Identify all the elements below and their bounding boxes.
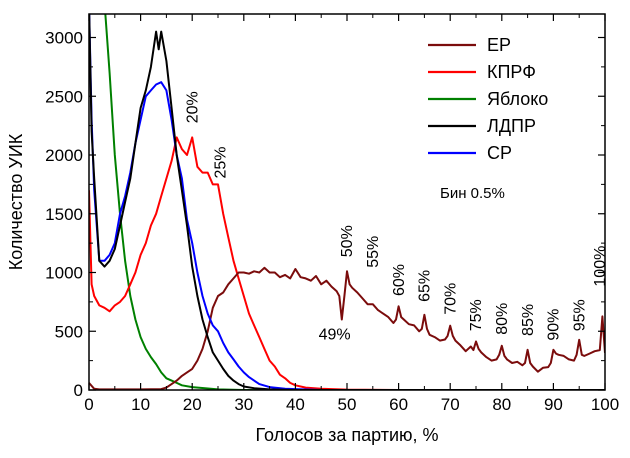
y-tick-label: 2500 (45, 87, 83, 106)
x-tick-label: 10 (131, 395, 150, 414)
x-tick-label: 20 (183, 395, 202, 414)
x-tick-label: 30 (234, 395, 253, 414)
annotation-label: 65% (417, 270, 434, 302)
x-tick-label: 60 (389, 395, 408, 414)
bin-note: Бин 0.5% (440, 185, 505, 202)
y-tick-label: 1000 (45, 264, 83, 283)
x-tick-label: 40 (286, 395, 305, 414)
annotation-label: 55% (365, 236, 382, 268)
legend-label: ЛДПР (487, 116, 536, 136)
legend-label: Яблоко (487, 89, 548, 109)
axes-layer: 0 10 20 30 40 50 60 70 80 90 100050010001500200025… (45, 14, 619, 414)
x-tick-label: 80 (492, 395, 511, 414)
y-tick-label: 0 (74, 381, 83, 400)
annotation-label: 70% (442, 283, 459, 315)
legend-label: ЕР (487, 35, 511, 55)
x-axis-label: Голосов за партию, % (255, 425, 438, 445)
annotation-label: 90% (546, 309, 563, 341)
annotation-label: 20% (184, 91, 201, 123)
annotation-label: 100% (592, 246, 609, 287)
annotation-label: 80% (494, 303, 511, 335)
annotation-label: 60% (391, 264, 408, 296)
legend: ЕР КПРФ Яблоко ЛДПР СР (428, 35, 548, 163)
y-tick-label: 1500 (45, 205, 83, 224)
legend-label: КПРФ (487, 62, 536, 82)
series-line-1 (89, 136, 605, 390)
series-line-4 (89, 14, 605, 390)
x-tick-label: 70 (441, 395, 460, 414)
annotation-label: 95% (571, 299, 588, 331)
series-line-0 (89, 266, 605, 390)
annotation-label: 25% (213, 146, 230, 178)
y-tick-label: 500 (55, 322, 83, 341)
annotation-label: 50% (339, 225, 356, 257)
series-layer (89, 14, 605, 390)
x-tick-label: 90 (544, 395, 563, 414)
y-axis-label: Количество УИК (6, 133, 26, 270)
series-line-3 (89, 14, 605, 390)
x-tick-label: 100 (591, 395, 619, 414)
annotation-label: 85% (520, 304, 537, 336)
x-tick-label: 0 (84, 395, 93, 414)
annotation-label: 49% (319, 326, 351, 343)
y-tick-label: 2000 (45, 146, 83, 165)
legend-label: СР (487, 143, 512, 163)
y-tick-label: 3000 (45, 29, 83, 48)
annotations-layer: 20% 25% 50% 55% 60% 65% 70% 75% 80% 85% 90% 95%100%… (184, 91, 609, 343)
x-tick-label: 50 (338, 395, 357, 414)
annotation-label: 75% (468, 299, 485, 331)
